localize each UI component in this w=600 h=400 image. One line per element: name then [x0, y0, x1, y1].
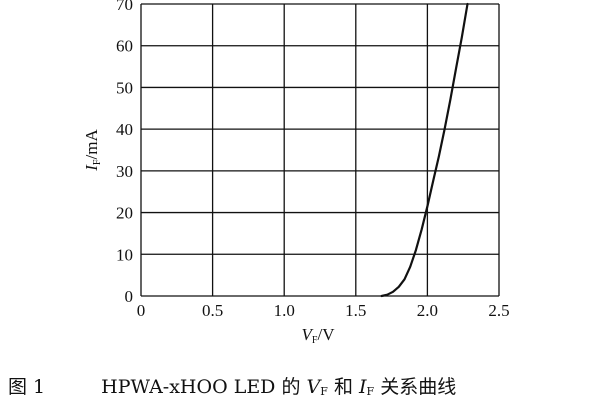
grid — [140, 3, 500, 297]
caption-conjunction: 和 — [333, 376, 353, 398]
x-tick-label: 1.0 — [274, 301, 295, 320]
figure-caption: 图 1 HPWA-xHOO LED 的 VF 和 IF 关系曲线 — [0, 372, 600, 399]
y-axis-subscript: F — [92, 159, 103, 165]
y-tick-label: 50 — [116, 78, 133, 97]
x-axis-label: VF/V — [302, 325, 336, 346]
tick-labels: 0 0.5 1.0 1.5 2.0 2.5 0 10 20 30 40 50 60 70 — [116, 0, 510, 320]
iv-curve — [380, 2, 469, 298]
x-tick-label: 1.5 — [345, 301, 366, 320]
y-tick-label: 20 — [116, 204, 133, 223]
y-axis-label: IF/mA — [82, 129, 103, 172]
caption-i-subscript: F — [366, 385, 375, 398]
y-tick-label: 10 — [116, 245, 133, 264]
caption-v-subscript: F — [320, 385, 328, 398]
y-tick-label: 40 — [116, 120, 133, 139]
caption-v-symbol: V — [306, 376, 321, 398]
y-tick-label: 70 — [116, 0, 133, 14]
y-tick-label: 0 — [125, 287, 134, 306]
x-axis-unit: /V — [317, 325, 335, 344]
x-tick-label: 2.5 — [488, 301, 509, 320]
y-tick-label: 30 — [116, 162, 133, 181]
x-tick-label: 0.5 — [202, 301, 223, 320]
x-axis-symbol: V — [302, 325, 315, 344]
caption-title: HPWA-xHOO LED 的 — [101, 376, 301, 398]
series-layer — [380, 2, 469, 298]
y-axis-symbol: I — [82, 164, 101, 172]
caption-suffix: 关系曲线 — [380, 376, 457, 398]
caption-figure-number: 图 1 — [8, 376, 46, 398]
y-axis-unit: /mA — [82, 129, 101, 160]
x-tick-label: 0 — [137, 301, 146, 320]
caption-i-symbol: I — [359, 376, 367, 398]
y-tick-label: 60 — [116, 37, 133, 56]
x-axis-subscript: F — [312, 335, 318, 346]
x-tick-label: 2.0 — [417, 301, 438, 320]
